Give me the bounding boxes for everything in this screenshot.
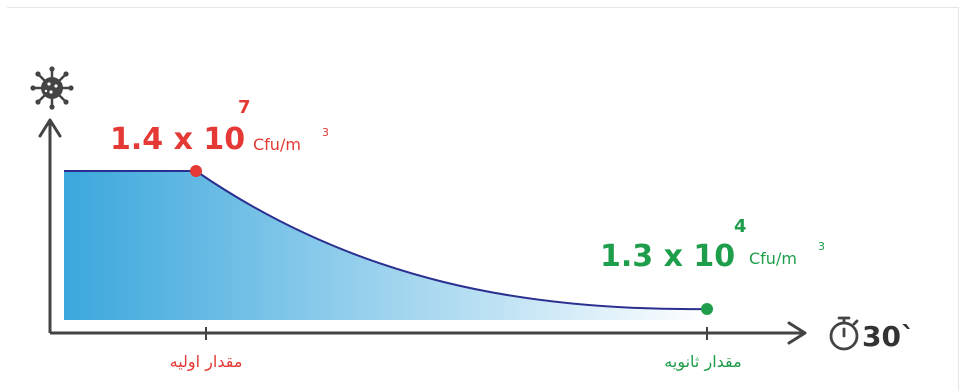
time-label: 30` — [862, 320, 915, 353]
data-point-final — [701, 303, 713, 315]
unit-exponent-final: 3 — [818, 240, 825, 253]
data-point-initial — [190, 165, 202, 177]
series-curve — [64, 170, 708, 311]
exponent-label-initial: 7 — [238, 97, 251, 118]
unit-label-final: Cfu/m — [749, 249, 797, 268]
x-label-initial: مقدار اولیه — [170, 352, 243, 372]
exponent-label-final: 4 — [734, 216, 747, 237]
x-axis-arrow — [787, 321, 807, 345]
stopwatch-icon — [829, 316, 859, 351]
x-label-final: مقدار ثانویه — [664, 352, 741, 372]
value-label-final: 1.3 x 10 — [600, 239, 735, 274]
value-label-initial: 1.4 x 10 — [110, 122, 245, 157]
area-fill — [64, 171, 707, 320]
y-axis-arrow — [38, 118, 62, 138]
chart-frame — [7, 7, 959, 391]
unit-exponent-initial: 3 — [322, 126, 329, 139]
virus-icon — [30, 66, 74, 110]
unit-label-initial: Cfu/m — [253, 135, 301, 154]
